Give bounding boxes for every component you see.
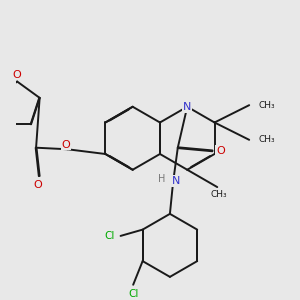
Text: Cl: Cl <box>128 289 138 298</box>
Text: O: O <box>216 146 225 156</box>
Text: CH₃: CH₃ <box>258 101 275 110</box>
Text: CH₃: CH₃ <box>211 190 227 200</box>
Text: O: O <box>61 140 70 149</box>
Text: O: O <box>33 180 42 190</box>
Text: O: O <box>13 70 22 80</box>
Text: Cl: Cl <box>104 231 115 241</box>
Text: CH₃: CH₃ <box>258 135 275 144</box>
Text: N: N <box>172 176 180 186</box>
Text: N: N <box>183 102 191 112</box>
Text: H: H <box>158 174 166 184</box>
